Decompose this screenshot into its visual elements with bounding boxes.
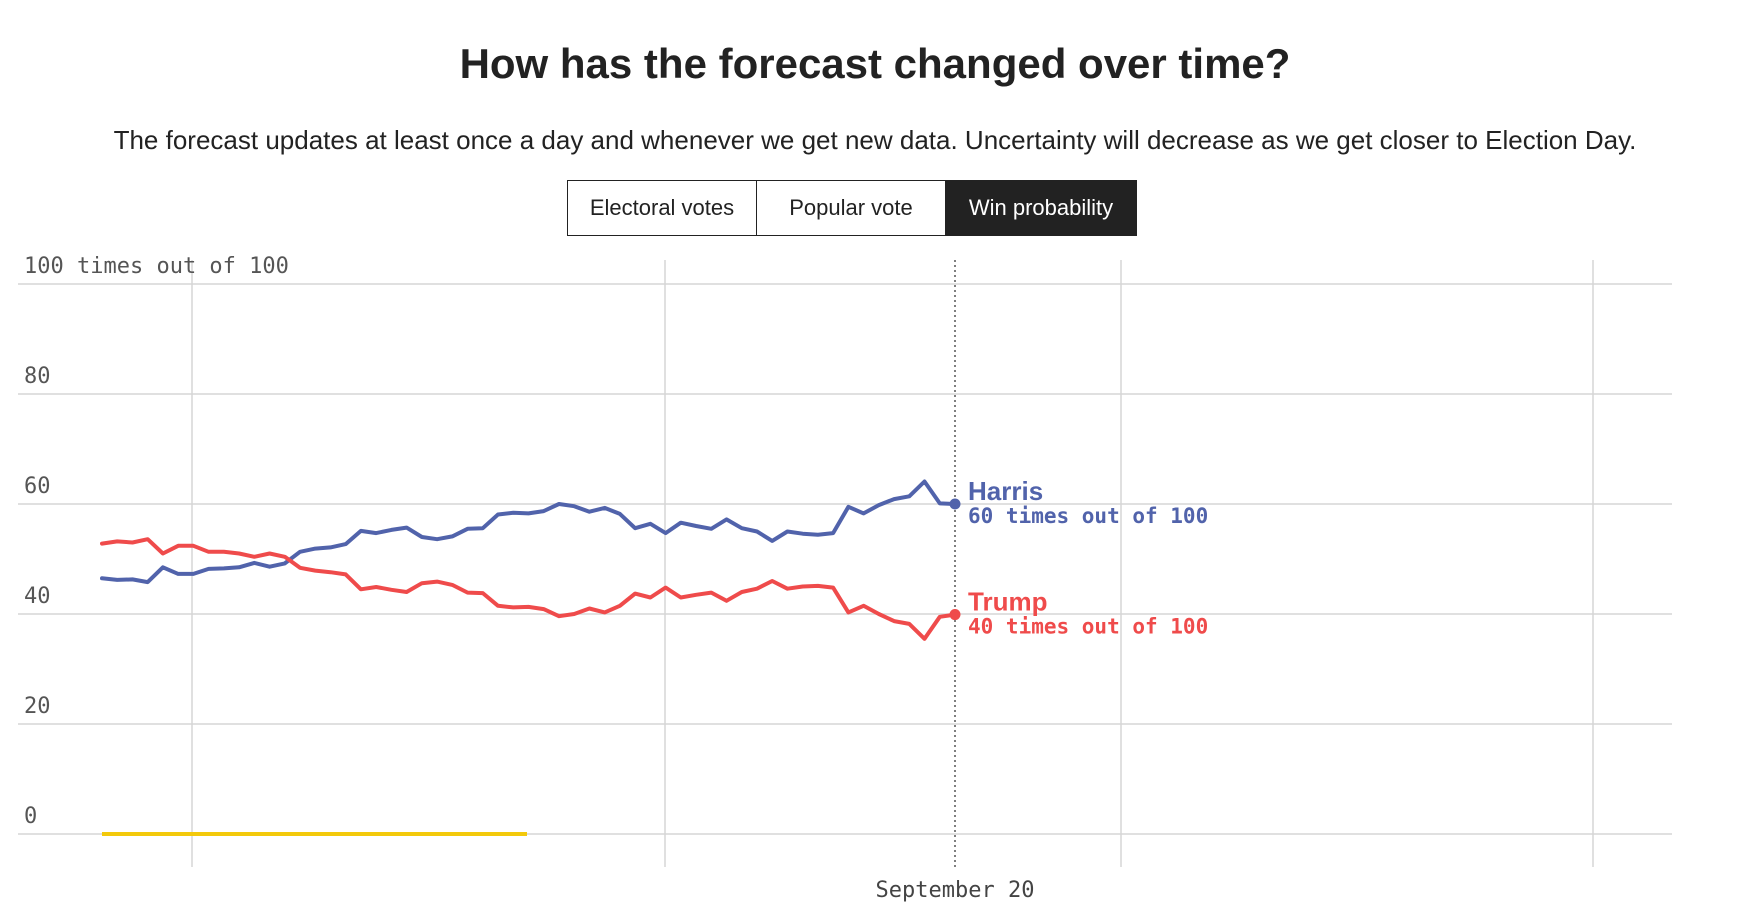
y-tick-label-100: 100 times out of 100 bbox=[24, 254, 289, 279]
chart-title: How has the forecast changed over time? bbox=[459, 40, 1291, 87]
win-probability-button[interactable]: Win probability bbox=[946, 181, 1136, 235]
y-axis-labels: 100 times out of 100 80 60 40 20 0 bbox=[24, 254, 289, 829]
y-tick-label-20: 20 bbox=[24, 694, 51, 719]
y-tick-label-40: 40 bbox=[24, 584, 51, 609]
harris-line bbox=[100, 479, 957, 585]
metric-toggle: Electoral votes Popular vote Win probabi… bbox=[567, 180, 1137, 236]
harris-endpoint-dot bbox=[949, 498, 961, 510]
harris-name-label: Harris bbox=[968, 476, 1043, 506]
trump-value-label: 40 times out of 100 bbox=[968, 615, 1208, 639]
series-lines bbox=[100, 479, 961, 641]
trump-name-label: Trump bbox=[968, 587, 1047, 617]
electoral-votes-button[interactable]: Electoral votes bbox=[568, 181, 757, 235]
horizontal-gridlines bbox=[18, 283, 1672, 835]
popular-vote-button[interactable]: Popular vote bbox=[757, 181, 946, 235]
harris-value-label: 60 times out of 100 bbox=[968, 504, 1208, 528]
y-tick-label-60: 60 bbox=[24, 474, 51, 499]
y-tick-label-80: 80 bbox=[24, 364, 51, 389]
vertical-gridlines bbox=[191, 260, 1594, 867]
trump-line bbox=[100, 537, 957, 641]
trump-endpoint-dot bbox=[949, 609, 961, 621]
chart-subtitle: The forecast updates at least once a day… bbox=[113, 125, 1637, 155]
x-tick-label: September 20 bbox=[876, 878, 1035, 903]
y-tick-label-0: 0 bbox=[24, 804, 37, 829]
